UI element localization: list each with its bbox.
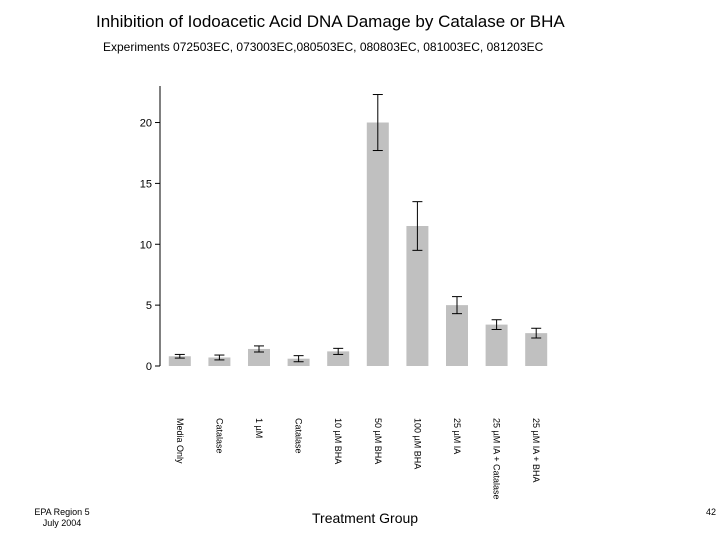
y-tick-label: 10 xyxy=(140,239,152,251)
category-label: 1 µM xyxy=(254,418,264,438)
bar xyxy=(287,358,310,366)
y-tick-label: 20 xyxy=(140,118,152,130)
footer-date: July 2004 xyxy=(42,518,82,528)
page-number: 42 xyxy=(705,507,716,517)
category-label: 10 µM BHA xyxy=(333,418,343,464)
category-labels: Media Only Catalase 1 µM Catalase 10 µM BHA 5… xyxy=(175,418,541,499)
category-label: Media Only xyxy=(175,418,185,464)
x-axis-label: Treatment Group xyxy=(312,510,419,526)
category-label: 25 µM IA + Catalase xyxy=(492,418,502,499)
bar xyxy=(248,348,270,366)
bar xyxy=(485,324,508,366)
category-label: 100 µM BHA xyxy=(412,418,422,469)
bar xyxy=(446,305,468,366)
bar xyxy=(525,333,548,366)
error-bars xyxy=(174,94,542,363)
bar xyxy=(327,351,350,366)
bar xyxy=(366,122,389,367)
chart-subtitle: Experiments 072503EC, 073003EC,080503EC,… xyxy=(103,40,544,54)
bar xyxy=(406,226,429,366)
bar xyxy=(208,357,231,366)
chart-axes: 0 5 10 15 20 xyxy=(140,86,161,373)
y-tick-label: 15 xyxy=(140,178,152,190)
category-label: 25 µM IA xyxy=(452,418,462,454)
chart-title: Inhibition of Iodoacetic Acid DNA Damage… xyxy=(96,12,565,31)
category-label: 25 µM IA + BHA xyxy=(531,418,541,482)
category-label: Catalase xyxy=(214,418,224,454)
bar-series xyxy=(168,122,548,367)
footer-org-date: EPA Region 5 July 2004 xyxy=(22,507,102,529)
y-tick-label: 5 xyxy=(146,300,152,312)
footer-org: EPA Region 5 xyxy=(34,507,90,517)
bar xyxy=(168,356,191,366)
y-tick-label: 0 xyxy=(146,361,152,373)
category-label: Catalase xyxy=(294,418,304,454)
category-label: 50 µM BHA xyxy=(373,418,383,464)
